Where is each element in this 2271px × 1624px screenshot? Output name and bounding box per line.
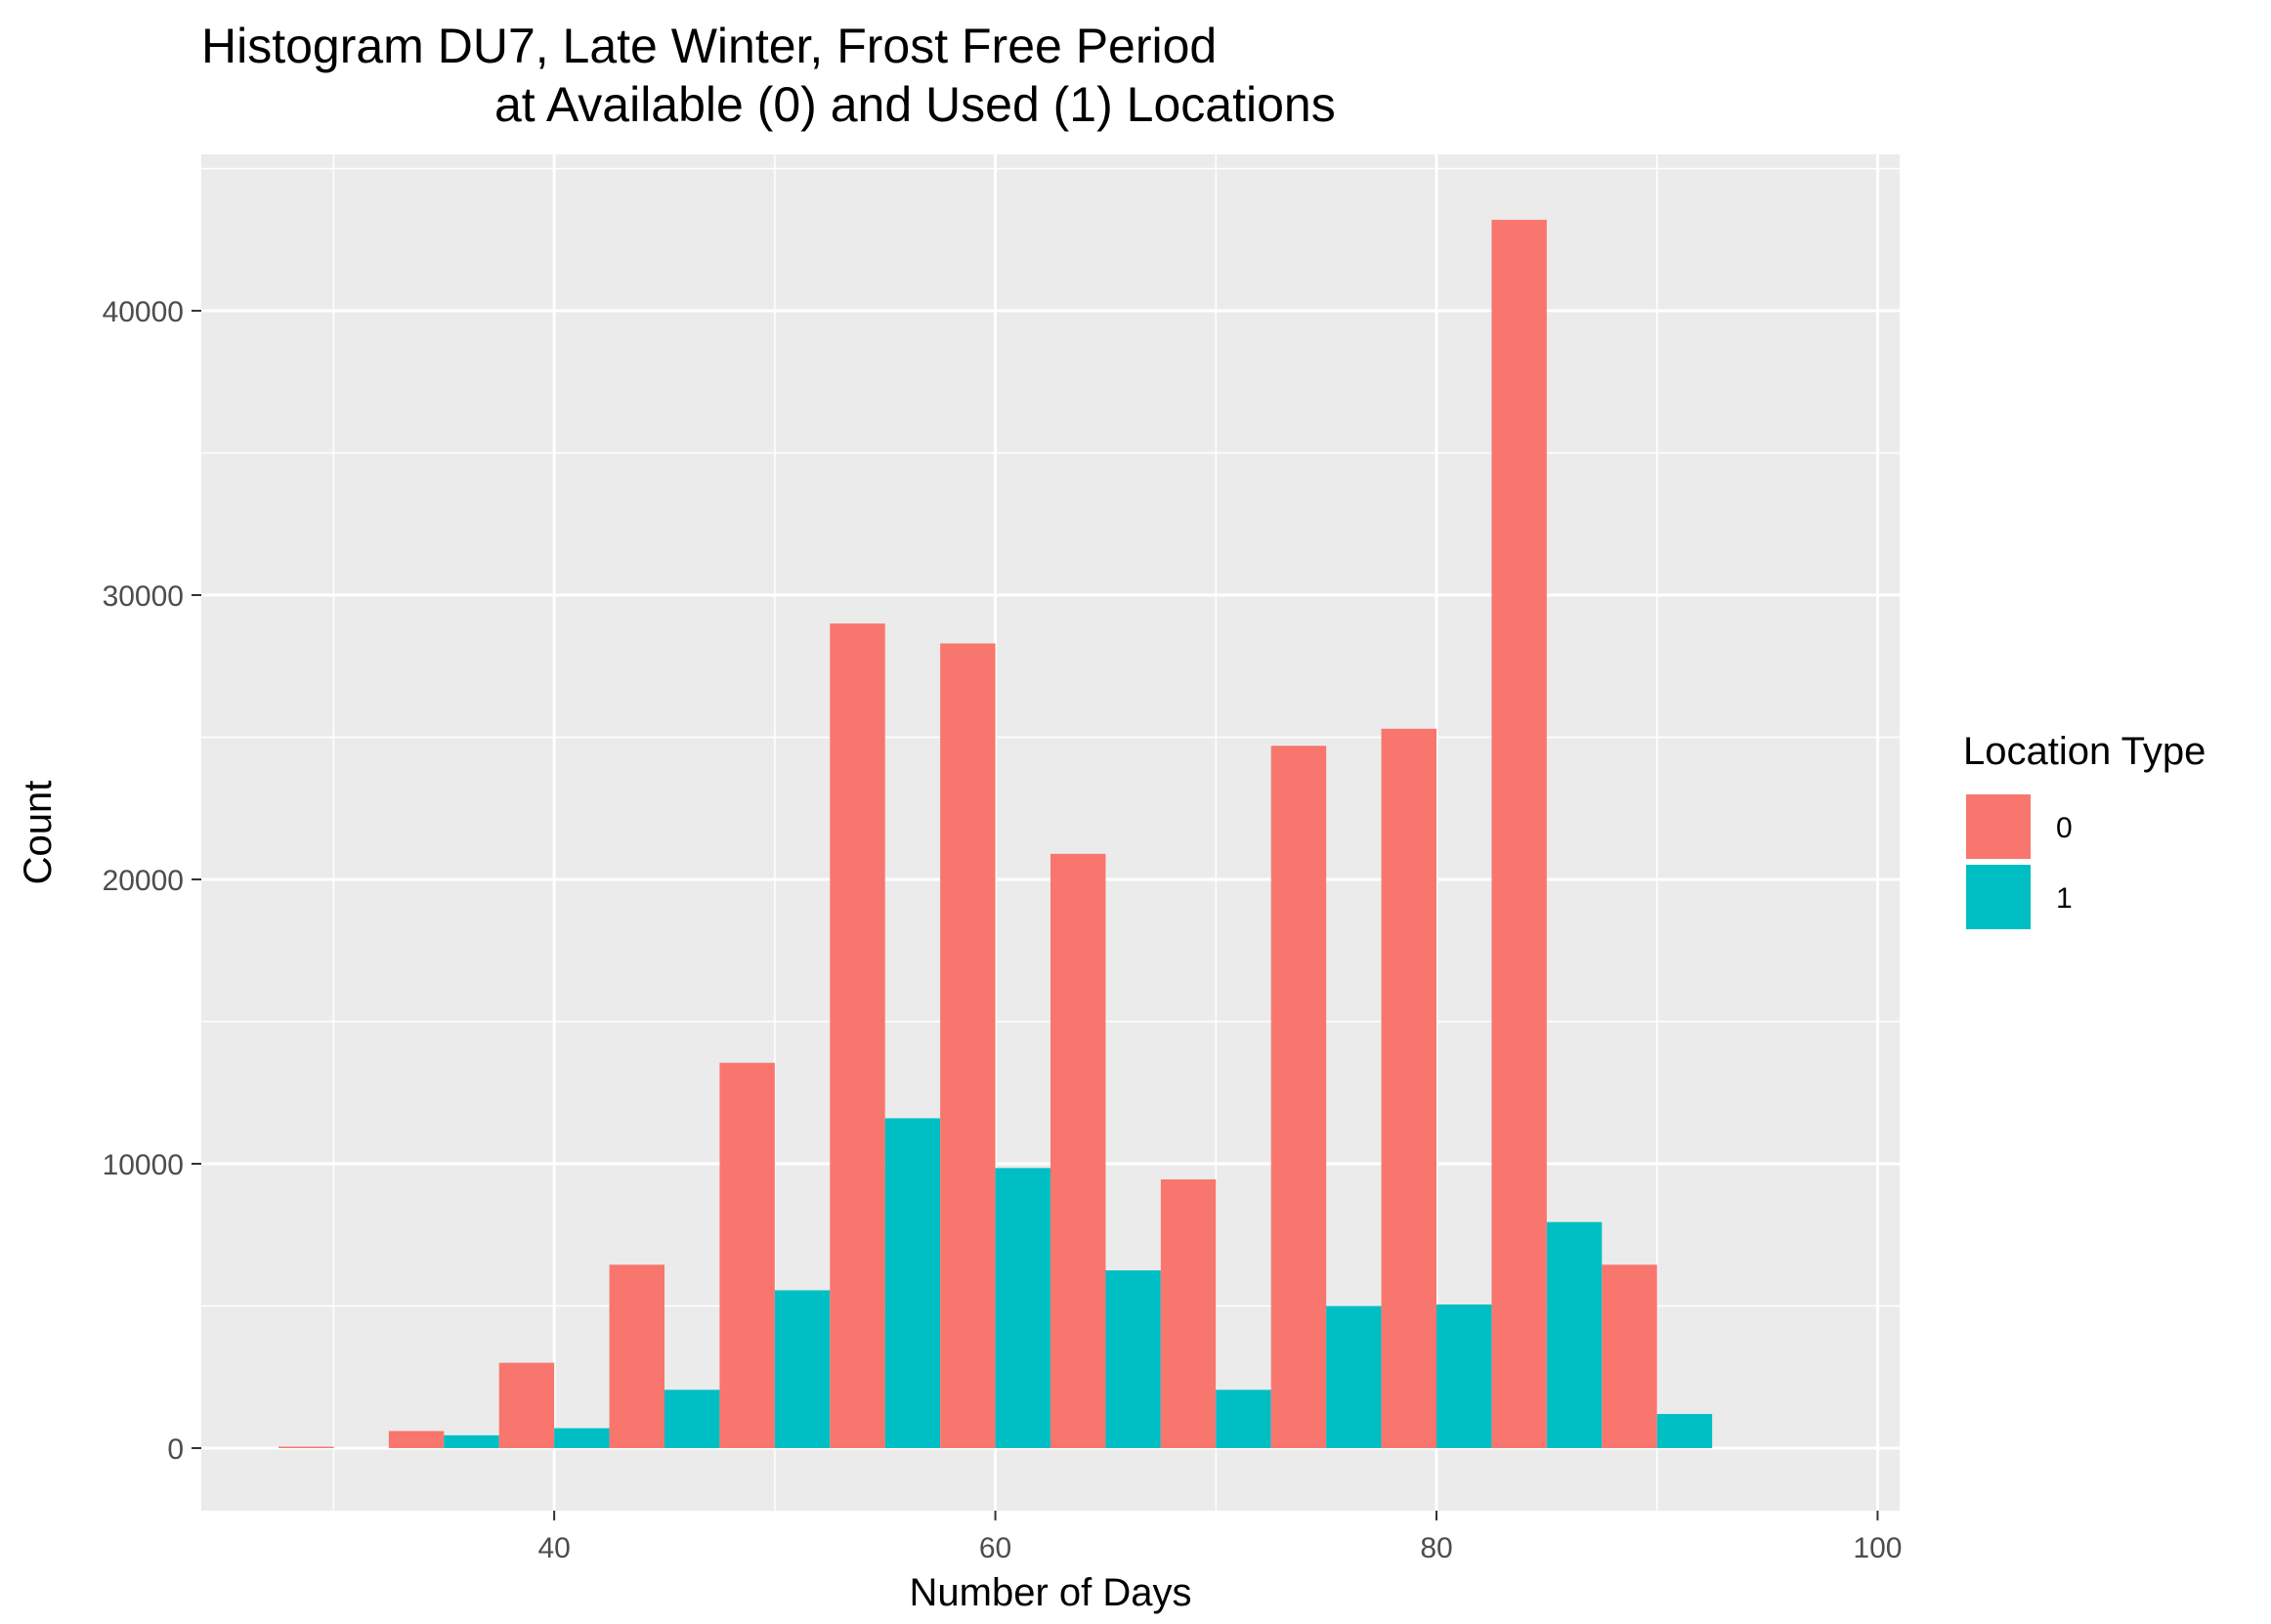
bar-series-1	[1546, 1221, 1603, 1448]
bar-series-1	[1105, 1270, 1161, 1448]
bar-series-0	[498, 1362, 555, 1448]
bar-series-0	[1602, 1264, 1657, 1448]
bar-series-0	[1050, 853, 1106, 1448]
bar-series-0	[1491, 219, 1547, 1448]
bar-series-0	[1270, 746, 1327, 1448]
y-tick-label: 10000	[103, 1149, 184, 1181]
bar-series-1	[884, 1118, 941, 1448]
x-tick-label: 80	[1420, 1532, 1452, 1564]
bar-series-1	[1436, 1304, 1492, 1448]
bars-group	[279, 219, 1713, 1448]
bar-series-1	[1326, 1305, 1382, 1448]
y-tick-label: 30000	[103, 580, 184, 613]
bar-series-1	[664, 1389, 720, 1448]
y-tick-label: 40000	[103, 296, 184, 328]
x-axis: 40 60 80 100	[537, 1511, 1902, 1564]
bar-series-0	[830, 623, 885, 1448]
bar-series-0	[719, 1062, 775, 1448]
bar-series-1	[1656, 1414, 1713, 1448]
bar-series-0	[1160, 1179, 1217, 1448]
bar-series-0	[1381, 728, 1436, 1448]
bar-series-1	[995, 1168, 1050, 1448]
y-axis-title: Count	[17, 781, 60, 885]
legend-title: Location Type	[1963, 730, 2206, 773]
chart-title-line2: at Available (0) and Used (1) Locations	[494, 77, 1336, 132]
y-tick-label: 0	[167, 1433, 184, 1466]
legend-key-0	[1966, 794, 2031, 859]
legend-label-0: 0	[2056, 812, 2073, 844]
x-tick-label: 40	[537, 1532, 570, 1564]
legend-label-1: 1	[2056, 882, 2073, 915]
bar-series-0	[940, 643, 996, 1448]
bar-series-1	[554, 1428, 610, 1448]
x-tick-label: 100	[1853, 1532, 1902, 1564]
y-tick-label: 20000	[103, 865, 184, 897]
bar-series-1	[1216, 1389, 1271, 1448]
chart-title-line1: Histogram DU7, Late Winter, Frost Free P…	[201, 19, 1217, 73]
bar-series-0	[388, 1431, 445, 1448]
y-axis: 0 10000 20000 30000 40000	[103, 296, 201, 1466]
bar-series-1	[774, 1290, 831, 1448]
legend-key-1	[1966, 865, 2031, 929]
legend: Location Type 0 1	[1963, 730, 2206, 929]
bar-series-0	[609, 1264, 664, 1448]
bar-series-1	[444, 1434, 499, 1448]
x-tick-label: 60	[979, 1532, 1011, 1564]
bar-series-0	[279, 1446, 334, 1448]
x-axis-title: Number of Days	[910, 1571, 1192, 1614]
